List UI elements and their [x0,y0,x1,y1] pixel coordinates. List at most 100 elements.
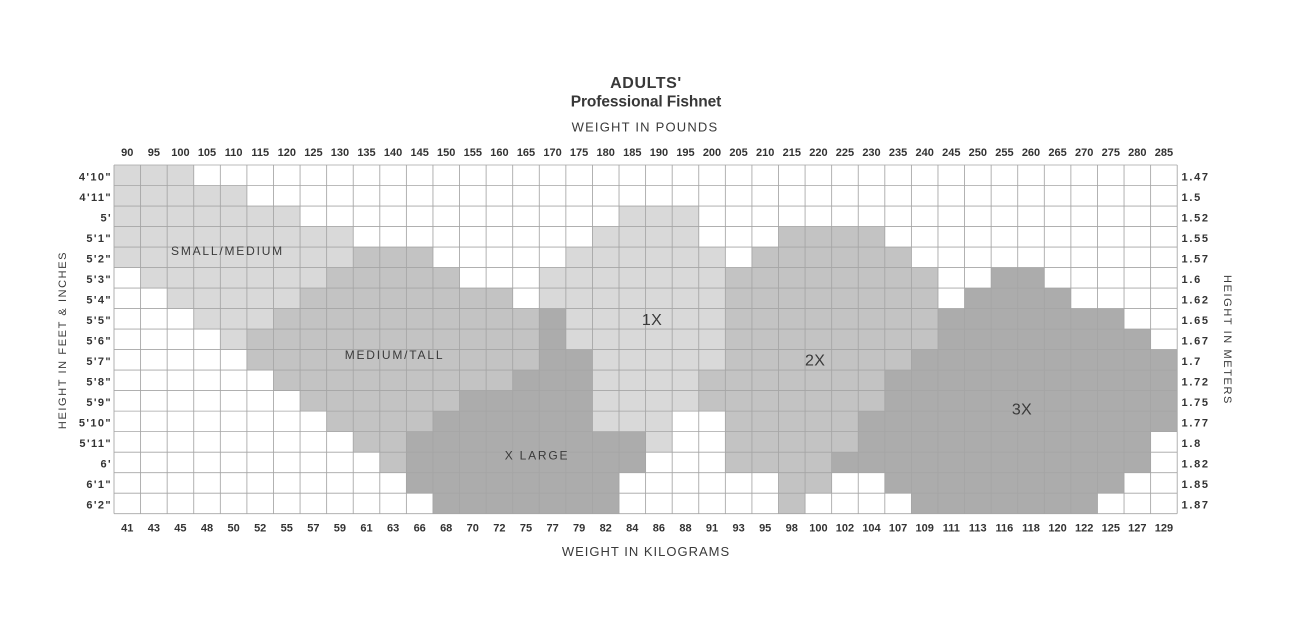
svg-text:180: 180 [597,147,615,159]
svg-text:2X: 2X [805,353,825,370]
svg-text:41: 41 [121,522,133,534]
svg-text:95: 95 [148,147,160,159]
svg-text:109: 109 [916,522,934,534]
svg-text:6': 6' [100,459,112,471]
svg-text:145: 145 [411,147,429,159]
svg-text:1.85: 1.85 [1182,479,1210,491]
svg-text:107: 107 [889,522,907,534]
svg-text:1.87: 1.87 [1182,500,1210,512]
svg-text:HEIGHT IN METERS: HEIGHT IN METERS [1221,275,1233,405]
svg-text:100: 100 [809,522,827,534]
svg-text:45: 45 [174,522,186,534]
svg-text:185: 185 [623,147,641,159]
svg-text:5': 5' [100,213,112,225]
svg-text:66: 66 [414,522,426,534]
svg-text:5'9": 5'9" [86,397,112,409]
svg-text:155: 155 [464,147,482,159]
svg-text:95: 95 [759,522,771,534]
svg-text:43: 43 [148,522,160,534]
svg-text:265: 265 [1048,147,1066,159]
svg-text:1.82: 1.82 [1182,459,1210,471]
svg-text:84: 84 [626,522,639,534]
svg-text:285: 285 [1155,147,1173,159]
svg-text:3X: 3X [1012,402,1032,419]
svg-text:48: 48 [201,522,213,534]
svg-text:5'2": 5'2" [86,254,112,266]
svg-text:WEIGHT IN POUNDS: WEIGHT IN POUNDS [572,120,719,135]
svg-text:61: 61 [360,522,372,534]
svg-text:270: 270 [1075,147,1093,159]
svg-text:170: 170 [543,147,561,159]
svg-text:240: 240 [916,147,934,159]
svg-text:1.52: 1.52 [1182,213,1210,225]
svg-text:1.55: 1.55 [1182,233,1210,245]
svg-text:118: 118 [1022,522,1040,534]
svg-text:122: 122 [1075,522,1093,534]
svg-text:5'5": 5'5" [86,315,112,327]
svg-text:210: 210 [756,147,774,159]
svg-text:230: 230 [862,147,880,159]
svg-text:220: 220 [809,147,827,159]
svg-text:1.75: 1.75 [1182,397,1210,409]
svg-text:90: 90 [121,147,133,159]
svg-text:HEIGHT IN FEET & INCHES: HEIGHT IN FEET & INCHES [57,251,69,429]
svg-text:1.8: 1.8 [1182,438,1202,450]
svg-text:113: 113 [969,522,987,534]
svg-text:1.6: 1.6 [1182,274,1202,286]
svg-text:MEDIUM/TALL: MEDIUM/TALL [345,348,445,362]
svg-text:195: 195 [676,147,694,159]
svg-text:150: 150 [437,147,455,159]
svg-text:70: 70 [467,522,479,534]
svg-text:1.72: 1.72 [1182,377,1210,389]
svg-text:5'11": 5'11" [79,438,112,450]
svg-text:X LARGE: X LARGE [505,449,570,463]
svg-text:6'1": 6'1" [86,479,112,491]
svg-text:5'3": 5'3" [86,274,112,286]
svg-text:190: 190 [650,147,668,159]
svg-text:4'11": 4'11" [79,192,112,204]
svg-text:50: 50 [227,522,239,534]
svg-text:5'1": 5'1" [86,233,112,245]
svg-text:77: 77 [546,522,558,534]
svg-text:5'8": 5'8" [86,377,112,389]
svg-text:91: 91 [706,522,718,534]
svg-text:98: 98 [786,522,798,534]
svg-text:129: 129 [1155,522,1173,534]
svg-text:116: 116 [996,522,1014,534]
svg-text:120: 120 [278,147,296,159]
svg-text:160: 160 [490,147,508,159]
svg-text:104: 104 [862,522,881,534]
svg-text:1.57: 1.57 [1182,254,1210,266]
svg-text:5'7": 5'7" [86,356,112,368]
svg-text:1.65: 1.65 [1182,315,1210,327]
svg-text:245: 245 [942,147,960,159]
svg-text:WEIGHT IN KILOGRAMS: WEIGHT IN KILOGRAMS [562,544,730,559]
svg-text:200: 200 [703,147,721,159]
svg-text:Professional Fishnet: Professional Fishnet [571,94,721,111]
svg-text:1.62: 1.62 [1182,295,1210,307]
svg-text:125: 125 [304,147,322,159]
svg-text:102: 102 [836,522,854,534]
svg-text:140: 140 [384,147,402,159]
svg-text:225: 225 [836,147,854,159]
svg-text:79: 79 [573,522,585,534]
svg-text:1.5: 1.5 [1182,192,1202,204]
svg-text:260: 260 [1022,147,1040,159]
svg-text:110: 110 [225,147,243,159]
svg-text:68: 68 [440,522,452,534]
svg-text:1X: 1X [642,312,662,329]
svg-text:63: 63 [387,522,399,534]
svg-text:275: 275 [1102,147,1120,159]
svg-text:255: 255 [995,147,1013,159]
svg-text:86: 86 [653,522,665,534]
svg-text:1.67: 1.67 [1182,336,1210,348]
svg-text:175: 175 [570,147,588,159]
svg-text:115: 115 [251,147,269,159]
svg-text:105: 105 [198,147,216,159]
svg-text:5'4": 5'4" [86,295,112,307]
svg-text:125: 125 [1102,522,1120,534]
svg-text:52: 52 [254,522,266,534]
svg-text:57: 57 [307,522,319,534]
svg-text:100: 100 [171,147,189,159]
svg-text:4'10": 4'10" [79,172,112,184]
